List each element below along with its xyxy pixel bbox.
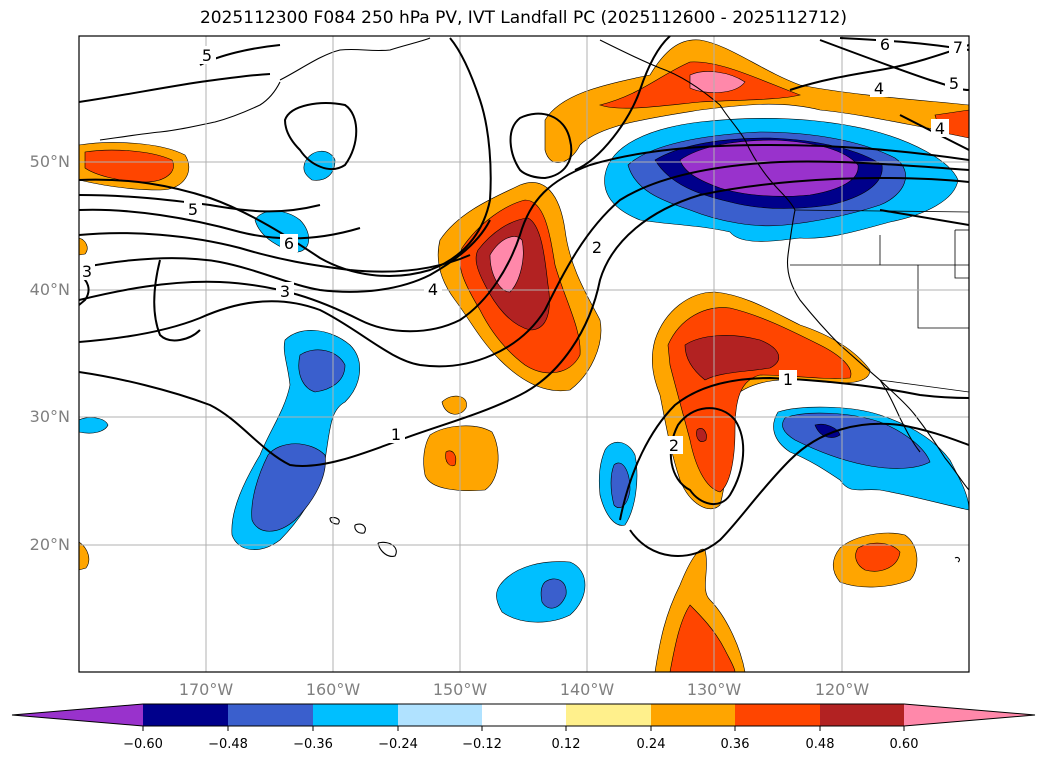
lat-label: 20°N <box>29 535 70 554</box>
contour-line-9 <box>79 37 492 277</box>
contour-label: 3 <box>280 282 290 301</box>
colorbar-segment <box>482 704 566 726</box>
colorbar-segment <box>651 704 735 726</box>
anomaly-south-red <box>669 604 736 672</box>
lon-label: 120°W <box>814 680 870 699</box>
colorbar-tick-label: −0.24 <box>378 737 418 752</box>
contour-label: 6 <box>880 35 890 54</box>
contour-label: 2 <box>592 238 602 257</box>
contour-label: 4 <box>935 119 945 138</box>
colorbar-tick-label: 0.36 <box>720 737 750 752</box>
lon-label: 130°W <box>686 680 742 699</box>
coast-west-us <box>786 209 969 491</box>
contour-line-12 <box>283 102 358 170</box>
coast-alaska-peninsula <box>279 37 431 81</box>
contour-label: 4 <box>874 79 884 98</box>
colorbar-segment <box>313 704 398 726</box>
lat-label: 40°N <box>29 280 70 299</box>
contour-line-19 <box>789 44 969 91</box>
colorbar-tick-label: −0.36 <box>293 737 333 752</box>
contour-line-14 <box>509 112 573 180</box>
border-us-mexico <box>879 379 969 393</box>
colorbar-segment <box>143 704 228 726</box>
coast-bc <box>719 104 796 211</box>
colorbar-segment <box>566 704 651 726</box>
colorbar-tick-label: −0.48 <box>208 737 248 752</box>
anomaly-east-darkred <box>684 335 779 381</box>
coast-hawaii-1 <box>329 516 340 525</box>
coast-hawaii-3 <box>377 541 397 557</box>
anomaly-south-cyan <box>496 561 586 623</box>
contour-line-5 <box>79 232 471 273</box>
contour-label: 2 <box>669 436 679 455</box>
border-state-5 <box>954 230 969 279</box>
contour-line-18 <box>629 422 969 557</box>
colorbar-extend-left <box>12 704 143 726</box>
colorbar <box>11 703 1036 731</box>
contour-label: 3 <box>82 262 92 281</box>
contour-label: 6 <box>284 234 294 253</box>
contour-line-6 <box>79 208 361 240</box>
contour-label: 4 <box>428 280 438 299</box>
anomaly-north-orange <box>544 39 969 163</box>
colorbar-segment <box>228 704 313 726</box>
coast-mexico-islands <box>954 556 960 563</box>
contour-labels: 5 6 7 4 5 4 5 6 3 3 4 2 1 1 <box>79 35 967 455</box>
colorbar-tick-label: −0.60 <box>123 737 163 752</box>
map-frame <box>78 35 970 673</box>
anomaly-east-darkred-2 <box>696 428 707 442</box>
map-area: 5 6 7 4 5 4 5 6 3 3 4 2 1 1 <box>79 35 969 672</box>
contour-line-1 <box>79 176 969 467</box>
anomaly-west-red <box>84 149 174 183</box>
lon-label: 160°W <box>305 680 361 699</box>
anomaly-southeast-navy <box>814 423 841 438</box>
colorbar-tick-label: 0.12 <box>551 737 581 752</box>
anomaly-hawaii-orange-2 <box>423 425 499 491</box>
anomaly-northeast-purple <box>679 139 859 197</box>
anomaly-far-west-cyan <box>79 417 109 434</box>
lat-label: 30°N <box>29 407 70 426</box>
contour-line-16 <box>619 376 969 521</box>
contour-line-7 <box>79 194 321 213</box>
coast-south-alaska <box>599 39 721 106</box>
border-state-3 <box>917 265 969 329</box>
colorbar-segment <box>820 704 904 726</box>
contour-label: 5 <box>188 200 198 219</box>
coast-baja <box>879 379 921 453</box>
contour-label: 1 <box>391 425 401 444</box>
map-title: 2025112300 F084 250 hPa PV, IVT Landfall… <box>199 8 847 28</box>
coast-hawaii-2 <box>354 523 366 534</box>
colorbar-tick-label: 0.60 <box>889 737 919 752</box>
colorbar-tick-label: −0.12 <box>462 737 502 752</box>
anomaly-left-edge-1 <box>79 237 88 256</box>
contour-line-15 <box>574 36 671 171</box>
contour-line-8 <box>79 73 271 103</box>
coast-aleutians <box>99 81 281 141</box>
lon-label: 140°W <box>559 680 615 699</box>
anomaly-hawaii-red <box>445 450 457 467</box>
colorbar-segment <box>398 704 482 726</box>
colorbar-extend-right <box>904 704 1035 726</box>
contour-line-23 <box>879 209 969 226</box>
coastlines <box>99 37 969 563</box>
lon-label: 170°W <box>178 680 234 699</box>
contour-line-10 <box>153 259 201 342</box>
colorbar-tick-label: 0.48 <box>805 737 835 752</box>
colorbar-tick-label: 0.24 <box>636 737 666 752</box>
anomaly-south-royal <box>540 578 567 609</box>
contour-label: 5 <box>949 74 959 93</box>
contour-label: 5 <box>202 46 212 65</box>
colorbar-segment <box>735 704 820 726</box>
contour-label: 7 <box>953 38 963 57</box>
contour-line-2 <box>79 160 969 368</box>
lat-label: 50°N <box>29 152 70 171</box>
lon-label: 150°W <box>432 680 488 699</box>
contour-line-3 <box>79 143 969 333</box>
anomaly-southeast-red <box>855 542 901 572</box>
contour-label: 1 <box>783 370 793 389</box>
anomaly-north-pink <box>689 71 746 93</box>
